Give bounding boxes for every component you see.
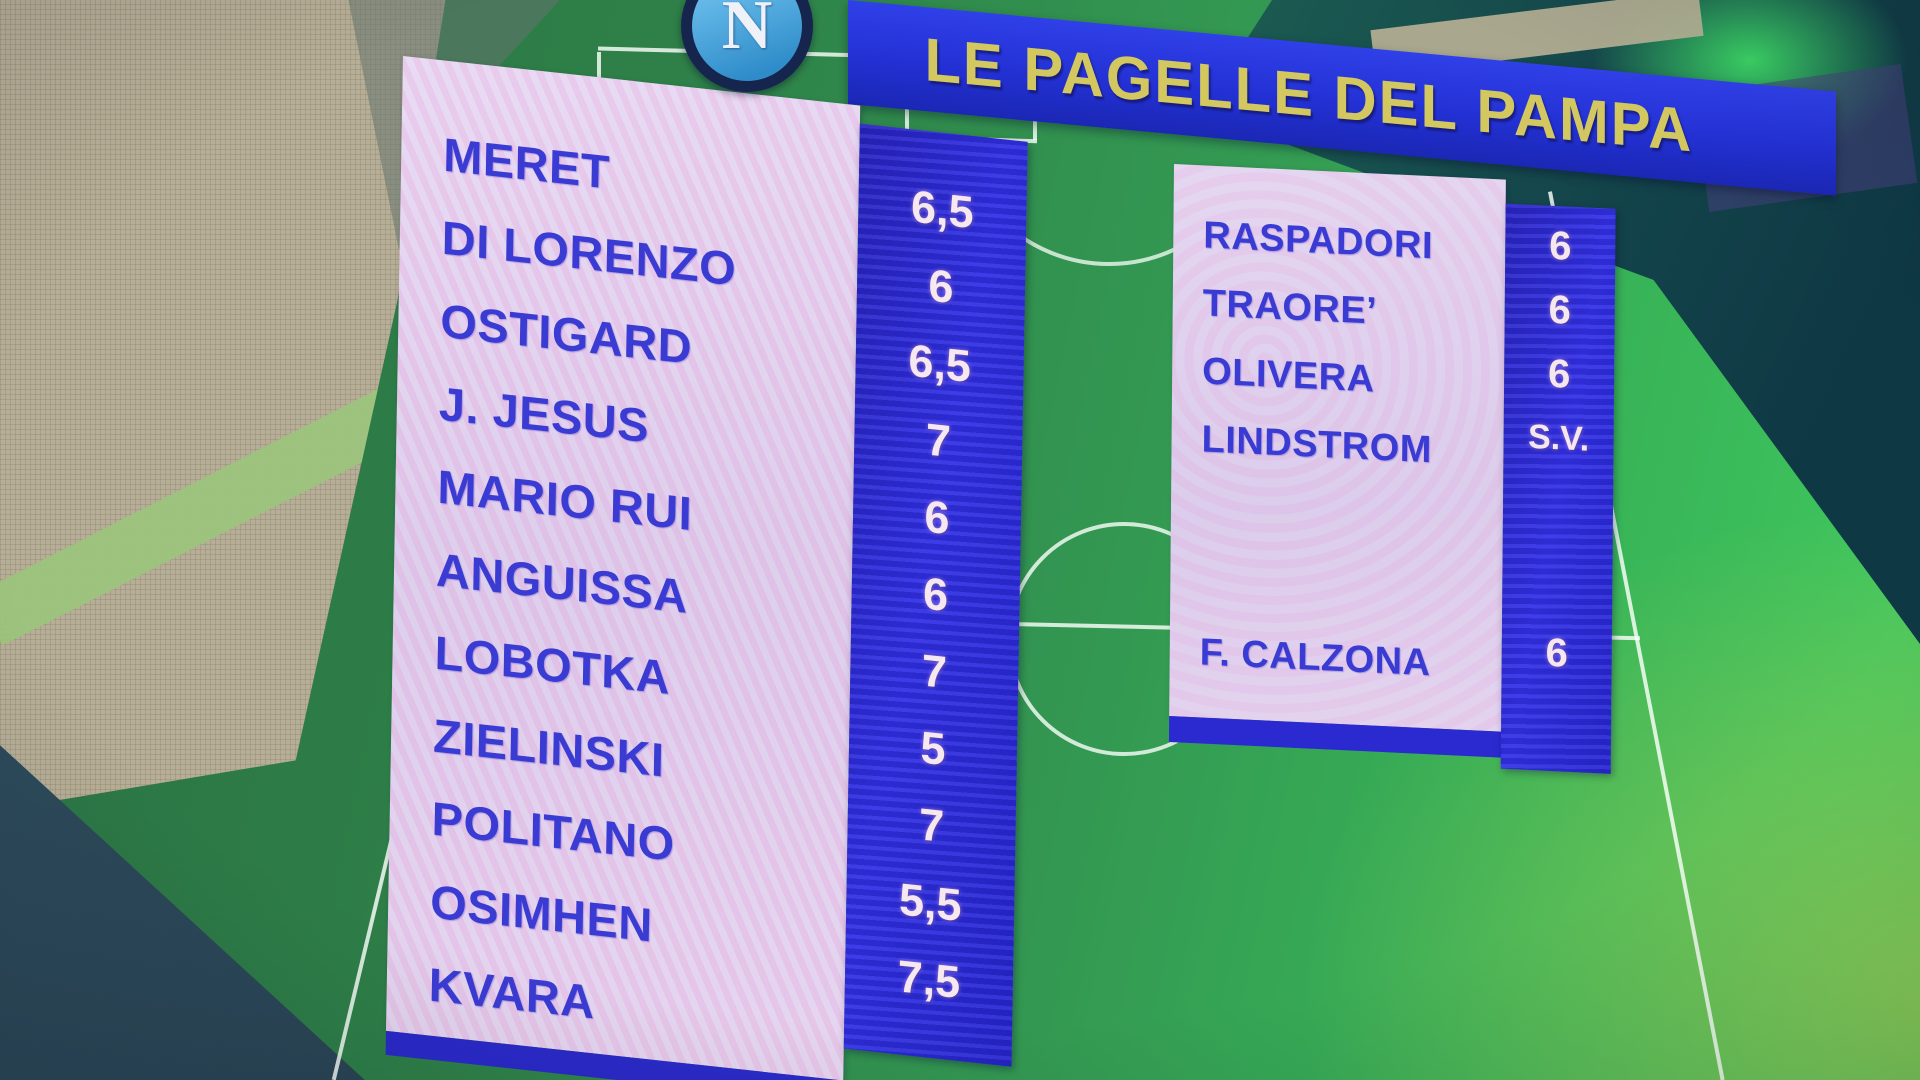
player-rating: 6 <box>1548 223 1572 269</box>
panel-spacer <box>1502 468 1613 624</box>
panel-spacer <box>1170 472 1503 633</box>
player-rating: 6 <box>1547 351 1571 397</box>
subs-ratings-panel: RASPADORI TRAORE’ OLIVERA LINDSTROM F. C… <box>1168 164 1620 805</box>
goal-box-line-left <box>905 104 909 140</box>
subs-names-column: RASPADORI TRAORE’ OLIVERA LINDSTROM F. C… <box>1169 164 1506 732</box>
coach-name: F. CALZONA <box>1199 631 1431 685</box>
crest-letter: N <box>721 0 773 64</box>
goal-box-line-right <box>1033 110 1037 140</box>
starters-names-column: MERET DI LORENZO OSTIGARD J. JESUS MARIO… <box>385 56 861 1080</box>
penalty-arc <box>983 190 1241 266</box>
starters-ratings-panel: MERET DI LORENZO OSTIGARD J. JESUS MARIO… <box>385 56 1034 1080</box>
starters-ratings-column: 6,5 6 6,5 7 6 6 7 5 7 5,5 7,5 <box>843 123 1028 1067</box>
player-rating: S.V. <box>1527 417 1590 459</box>
coach-rating: 6 <box>1545 630 1569 676</box>
player-rating: 6 <box>1548 287 1572 333</box>
subs-ratings-column: 6 6 6 S.V. 6 <box>1500 203 1616 774</box>
